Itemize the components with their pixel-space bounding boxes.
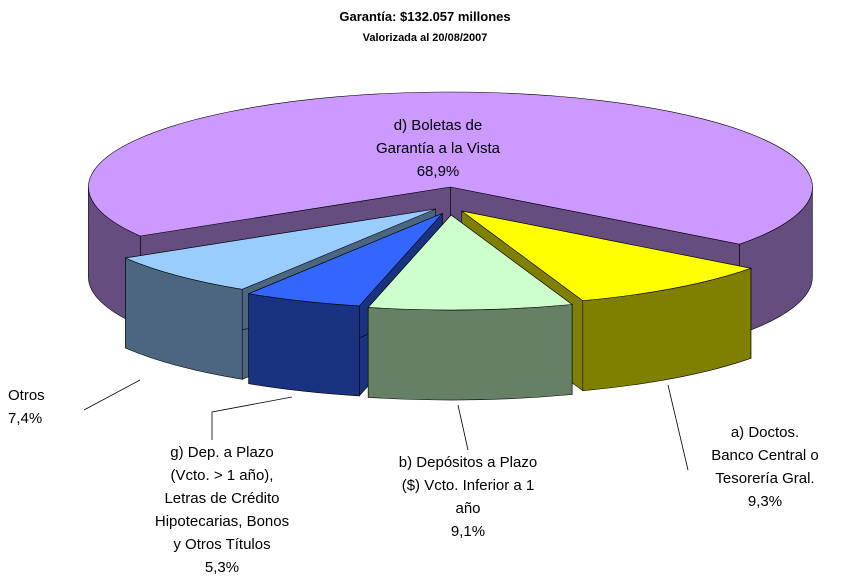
chart-subtitle: Valorizada al 20/08/2007 <box>363 32 488 44</box>
label-line: año <box>455 500 480 517</box>
label-line: b) Depósitos a Plazo <box>399 454 537 471</box>
label-line: (Vcto. > 1 año), <box>171 467 274 484</box>
label-line: a) Doctos. <box>731 424 799 441</box>
label-line: Letras de Crédito <box>164 490 279 507</box>
leader-line <box>457 404 469 451</box>
leader-line <box>83 379 141 411</box>
label-line: Otros <box>8 387 45 404</box>
slice-side <box>248 293 360 397</box>
slice-label: d) Boletas de Garantía a la Vista 68,9% <box>376 117 501 180</box>
value-label: 5,3% <box>205 559 239 576</box>
value-label: 9,1% <box>451 523 485 540</box>
slice-label: b) Depósitos a Plazo ($) Vcto. Inferior a… <box>399 454 537 540</box>
slice <box>247 213 443 307</box>
value-label: 7,4% <box>8 410 42 427</box>
slice-label: a) Doctos. Banco Central o Tesorería Gral.… <box>711 424 819 510</box>
slice <box>461 210 753 302</box>
slice <box>88 91 813 245</box>
label-line: d) Boletas de <box>394 117 482 134</box>
chart-title: Garantía: $132.057 millones <box>339 9 510 24</box>
slice <box>367 214 573 311</box>
label-line: g) Dep. a Plazo <box>170 444 273 461</box>
label-line: Tesorería Gral. <box>715 470 814 487</box>
value-label: 9,3% <box>748 493 782 510</box>
leader-line <box>211 396 293 440</box>
slice <box>124 208 436 290</box>
slice-side <box>367 304 573 401</box>
label-line: Garantía a la Vista <box>376 140 501 157</box>
label-line: Hipotecarias, Bonos <box>155 513 289 530</box>
label-line: ($) Vcto. Inferior a 1 <box>402 477 535 494</box>
label-line: Banco Central o <box>711 447 819 464</box>
label-line: y Otros Títulos <box>173 536 270 553</box>
leader-line <box>667 384 689 471</box>
value-label: 68,9% <box>417 163 460 180</box>
slice-label: g) Dep. a Plazo (Vcto. > 1 año), Letras de… <box>155 444 289 576</box>
slice-label: Otros 7,4% <box>8 387 45 427</box>
